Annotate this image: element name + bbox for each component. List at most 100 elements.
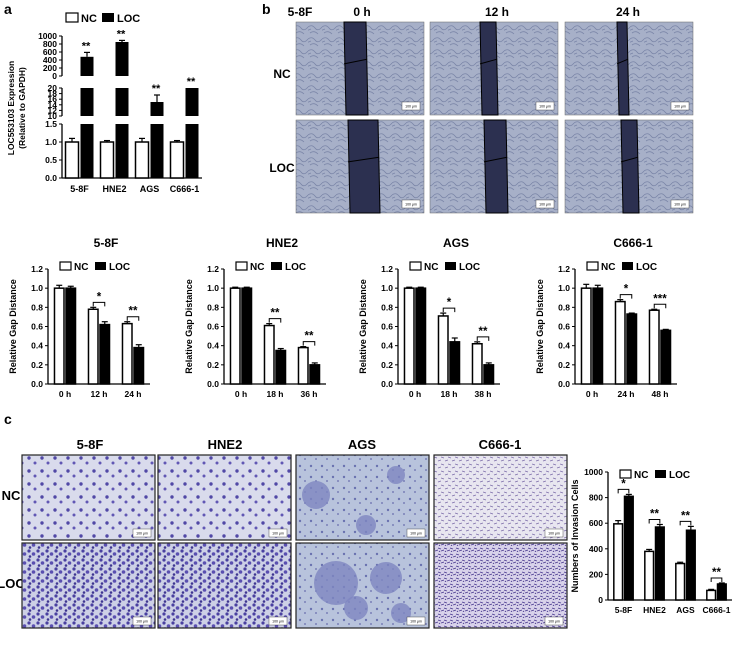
scratch-gap [616,21,630,116]
micrograph-c-1-3 [433,542,568,629]
legend-swatch-loc [102,13,114,22]
legend-label-nc: NC [424,262,438,273]
y-tick-label: 1.5 [45,119,57,129]
significance-marker: *** [653,293,667,305]
gap-measure-line [479,58,498,65]
bar-nc [471,343,483,385]
x-tick-label: HNE2 [102,184,126,194]
y-tick-label: 0.6 [207,322,219,332]
bar-nc [437,315,449,385]
y-tick-label: 0.0 [558,379,570,389]
y-tick-label: 1.0 [31,283,43,293]
scale-bar-label: 100 μm [136,532,148,536]
legend-swatch-loc [271,262,282,270]
scale-bar [670,101,690,111]
y-tick-label: 12 [48,105,58,115]
y-tick-label: 1000 [584,467,603,477]
significance-bracket [710,577,723,582]
legend-swatch-nc [59,261,72,271]
micrograph-c-0-3 [433,454,568,541]
bar-loc [185,124,199,178]
x-tick-label: 0 h [409,389,421,399]
bar-loc [150,102,164,116]
y-tick-label: 0.8 [31,302,43,312]
cell-cluster [344,596,368,620]
panel-label-a: a [4,1,12,17]
y-tick-label: 1.0 [207,283,219,293]
scale-bar-label: 100 μm [136,620,148,624]
y-tick-label: 0.0 [381,379,393,389]
legend-swatch-nc [65,12,79,23]
legend-swatch-nc [619,469,632,479]
legend-label-loc: LOC [109,262,130,273]
gap-measure-line [620,156,639,163]
bar-nc [87,308,99,385]
y-tick-label: 1.2 [207,264,219,274]
y-axis-label: LOC553103 Expression [6,61,16,156]
bar-nc [263,324,275,385]
y-tick-label: 0.6 [381,322,393,332]
micro-c-row-loc: LOC [0,576,25,591]
scale-bar-label: 100 μm [674,105,686,109]
y-axis-label: Relative Gap Distance [535,279,545,374]
x-tick-label: 24 h [617,389,634,399]
scale-bar [670,199,690,209]
scratch-gap [347,119,381,214]
micro-b-col-2: 24 h [616,5,640,19]
scale-bar-label: 100 μm [539,105,551,109]
legend-label-nc: NC [634,470,648,481]
x-tick-label: 24 h [124,389,141,399]
bar-loc [65,287,77,385]
bar-nc [644,550,655,601]
bar-loc [115,88,129,116]
legend-swatch-nc [409,261,422,271]
significance-bracket [268,318,282,323]
micrograph-grid-b: 5-8F 0 h 12 h 24 h NC LOC 100 μm 100 μm 10… [269,5,694,214]
gap-measure-line [483,156,508,163]
scale-bar-label: 100 μm [548,532,560,536]
bar-nc [229,287,241,385]
bar-loc [133,346,145,385]
scale-bar-label: 100 μm [674,203,686,207]
chart-title: C666-1 [613,236,653,250]
y-tick-label: 0.0 [45,173,57,183]
bar-loc [309,364,321,385]
bar-loc [449,341,461,385]
bar-loc [623,495,634,601]
significance-bracket [442,307,456,313]
y-tick-label: 1.2 [381,264,393,274]
significance-marker: * [621,478,626,490]
bar-nc [580,287,592,385]
bar-nc [134,141,150,179]
cell-cluster [387,466,405,484]
scale-bar-label: 100 μm [410,532,422,536]
y-tick-label: 0.8 [381,302,393,312]
y-tick-label: 0.6 [31,322,43,332]
legend-swatch-nc [235,261,248,271]
x-tick-label: HNE2 [643,605,666,615]
significance-marker: ** [82,40,91,52]
significance-bracket [619,294,633,299]
legend-label-loc: LOC [669,470,690,481]
bar-loc [592,287,604,385]
significance-marker: ** [681,510,690,522]
y-tick-label: 0.6 [558,322,570,332]
micro-b-col-0: 0 h [353,5,370,19]
panel-label-c: c [4,411,12,427]
micrograph-c-0-1 [157,454,292,541]
significance-marker: ** [271,308,280,320]
bar-loc [483,364,495,385]
x-tick-label: AGS [676,605,695,615]
chart-panel-c: 0 200 400 600 800 1000 Numbers of Invasion Cel… [570,467,732,615]
y-axis-label: Relative Gap Distance [8,279,18,374]
bar-nc [614,300,626,385]
x-tick-label: 48 h [651,389,668,399]
bar-loc [660,329,672,385]
y-tick-label: 0.5 [45,155,57,165]
y-tick-label: 0.2 [558,360,570,370]
significance-marker: ** [129,306,138,318]
micro-c-row-nc: NC [2,488,21,503]
micrograph-c-0-0 [21,454,156,541]
scale-bar [406,528,426,538]
cell-cluster [302,481,330,509]
